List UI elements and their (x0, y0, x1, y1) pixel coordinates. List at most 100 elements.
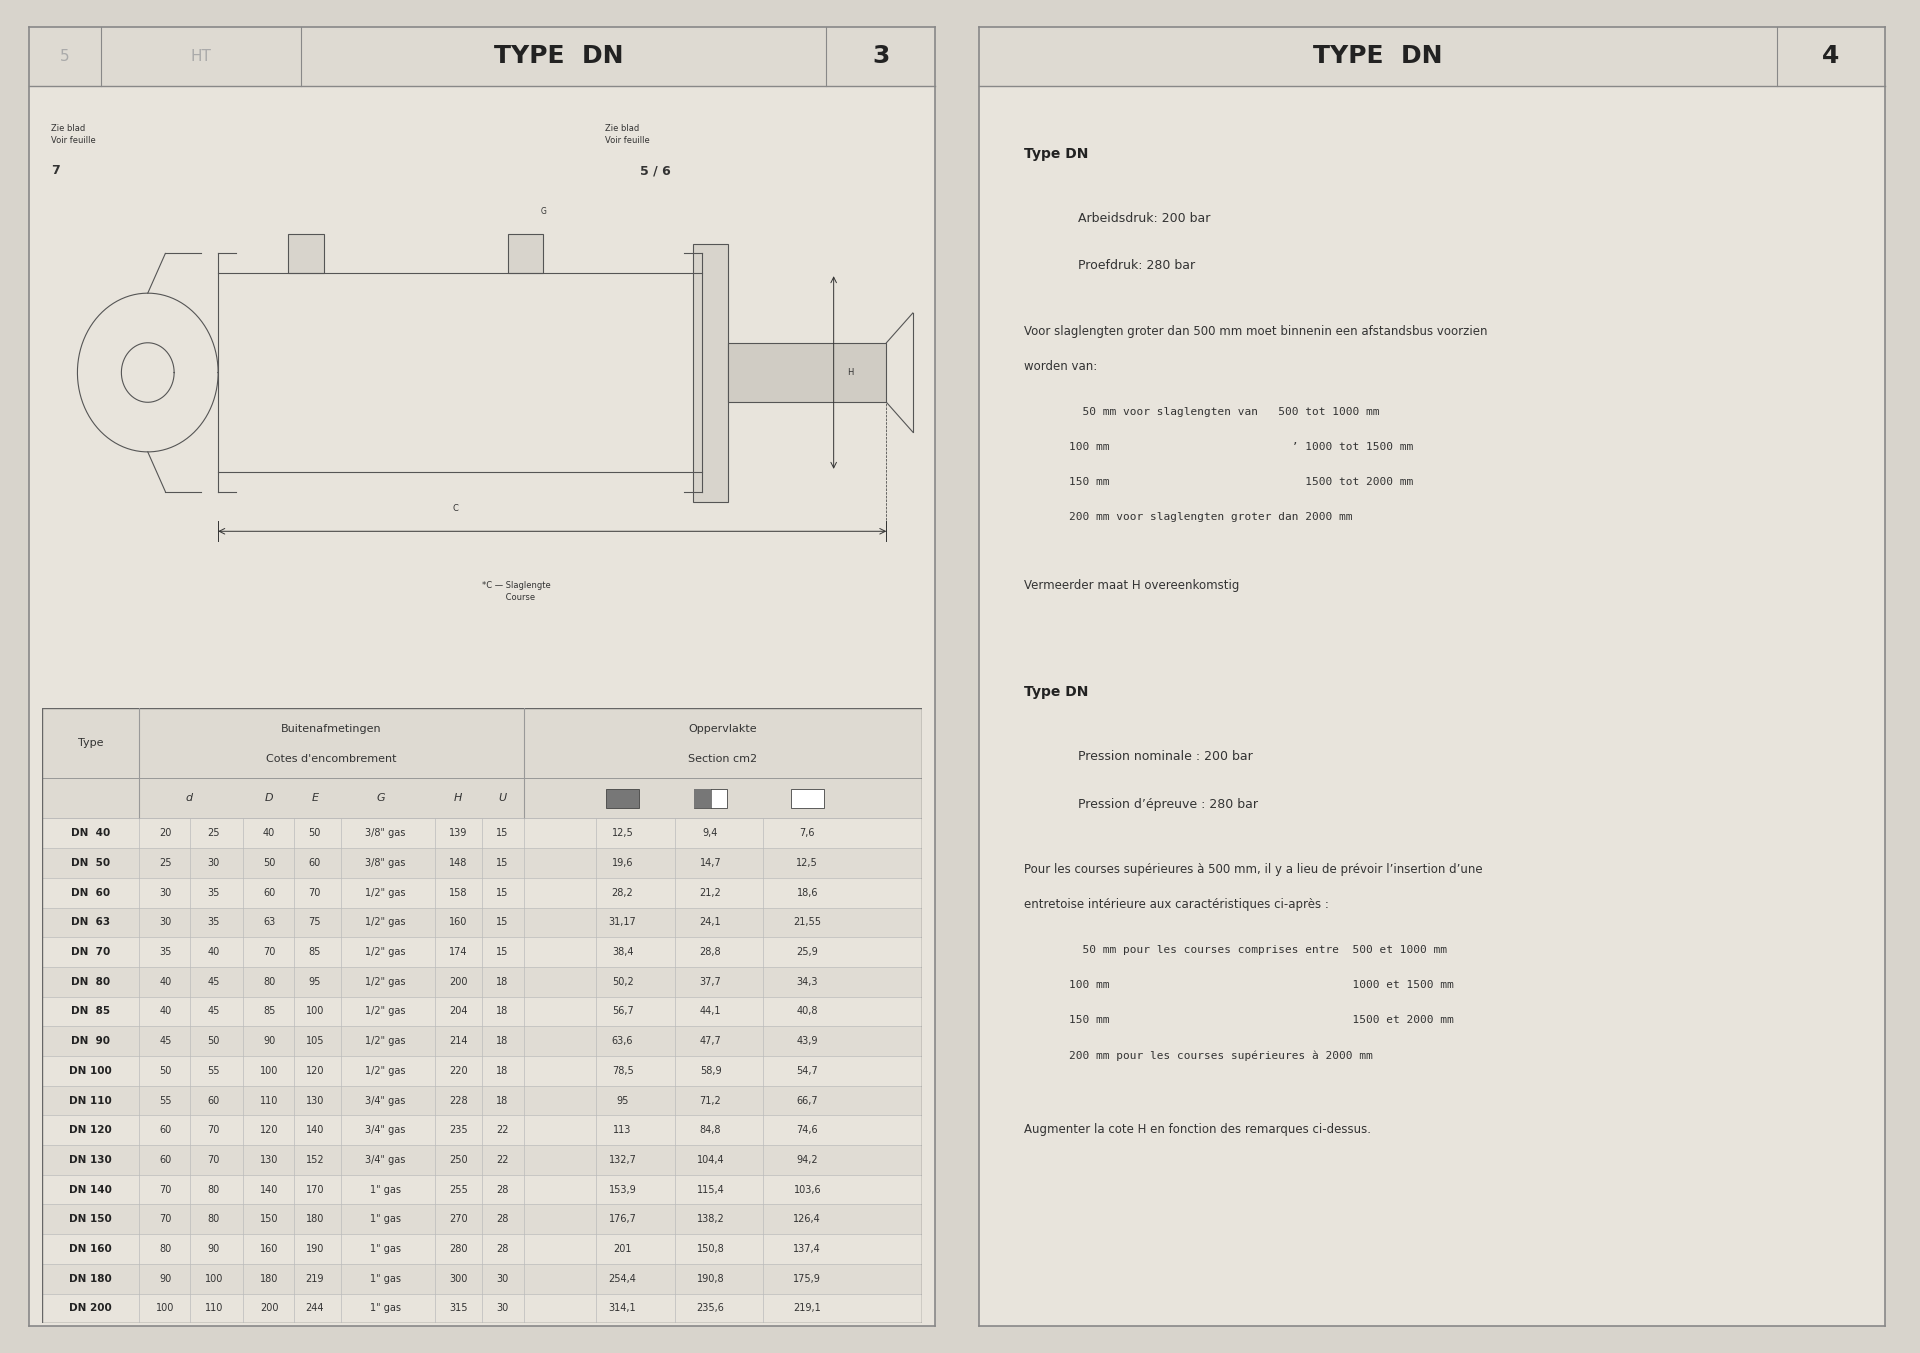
Text: 18: 18 (495, 1066, 509, 1076)
Text: DN  70: DN 70 (71, 947, 109, 957)
Text: 55: 55 (207, 1066, 221, 1076)
Text: 40: 40 (207, 947, 221, 957)
Bar (42, 1027, 922, 1055)
Text: Pour les courses supérieures à 500 mm, il y a lieu de prévoir l’insertion d’une: Pour les courses supérieures à 500 mm, i… (1023, 863, 1482, 875)
Text: 7: 7 (52, 164, 60, 177)
Text: 204: 204 (449, 1007, 467, 1016)
Text: 1/2" gas: 1/2" gas (365, 888, 405, 897)
Text: 18: 18 (495, 977, 509, 986)
Text: 1" gas: 1" gas (371, 1243, 401, 1254)
Text: 22: 22 (495, 1126, 509, 1135)
Text: 50 mm voor slaglengten van   500 tot 1000 mm: 50 mm voor slaglengten van 500 tot 1000 … (1069, 407, 1379, 417)
Text: DN 160: DN 160 (69, 1243, 111, 1254)
Text: 120: 120 (305, 1066, 324, 1076)
Text: 3/8" gas: 3/8" gas (365, 858, 405, 869)
Text: 255: 255 (449, 1185, 468, 1195)
Text: 18: 18 (495, 1007, 509, 1016)
Text: 150 mm                                    1500 et 2000 mm: 150 mm 1500 et 2000 mm (1069, 1015, 1453, 1026)
Text: 21,2: 21,2 (699, 888, 722, 897)
Bar (288, 234, 324, 273)
Text: Type DN: Type DN (1023, 146, 1089, 161)
Text: 90: 90 (263, 1036, 275, 1046)
Text: 94,2: 94,2 (797, 1155, 818, 1165)
Text: 190,8: 190,8 (697, 1273, 724, 1284)
Text: 200 mm pour les courses supérieures à 2000 mm: 200 mm pour les courses supérieures à 20… (1069, 1050, 1373, 1061)
Text: Zie blad
Voir feuille: Zie blad Voir feuille (605, 124, 649, 145)
Text: Arbeidsdruk: 200 bar: Arbeidsdruk: 200 bar (1077, 212, 1210, 225)
Text: 30: 30 (207, 858, 221, 869)
Text: 28: 28 (495, 1185, 509, 1195)
Text: 28,2: 28,2 (612, 888, 634, 897)
Text: 30: 30 (159, 888, 171, 897)
Text: Oppervlakte: Oppervlakte (689, 724, 756, 733)
Bar (42, 878, 922, 908)
Text: 180: 180 (259, 1273, 278, 1284)
Text: 220: 220 (449, 1066, 467, 1076)
Text: 47,7: 47,7 (699, 1036, 722, 1046)
Text: 130: 130 (305, 1096, 324, 1105)
Text: 45: 45 (207, 977, 221, 986)
Text: 70: 70 (207, 1126, 221, 1135)
Text: 100: 100 (305, 1007, 324, 1016)
Text: DN 100: DN 100 (69, 1066, 111, 1076)
Text: H: H (847, 368, 852, 377)
Text: DN  60: DN 60 (71, 888, 109, 897)
Text: 40,8: 40,8 (797, 1007, 818, 1016)
Text: 25,9: 25,9 (797, 947, 818, 957)
Text: DN  90: DN 90 (71, 1036, 109, 1046)
Text: 50: 50 (159, 1066, 171, 1076)
Text: D: D (265, 793, 273, 804)
Text: DN  50: DN 50 (71, 858, 109, 869)
Bar (728, 342, 887, 402)
Text: DN  80: DN 80 (71, 977, 109, 986)
Text: 18: 18 (495, 1036, 509, 1046)
Text: Pression d’épreuve : 280 bar: Pression d’épreuve : 280 bar (1077, 798, 1258, 810)
Text: worden van:: worden van: (1023, 360, 1098, 372)
Text: 38,4: 38,4 (612, 947, 634, 957)
Bar (607, 789, 639, 808)
Text: 1/2" gas: 1/2" gas (365, 1007, 405, 1016)
Text: 110: 110 (259, 1096, 278, 1105)
Text: 300: 300 (449, 1273, 467, 1284)
Text: 15: 15 (495, 858, 509, 869)
Text: 105: 105 (305, 1036, 324, 1046)
Text: d: d (186, 793, 194, 804)
Text: 35: 35 (207, 917, 221, 927)
Text: 18: 18 (495, 1096, 509, 1105)
Text: 90: 90 (207, 1243, 221, 1254)
Text: 138,2: 138,2 (697, 1214, 724, 1224)
Bar (42, 1264, 922, 1293)
Text: 1/2" gas: 1/2" gas (365, 917, 405, 927)
Text: 60: 60 (263, 888, 275, 897)
Text: 1/2" gas: 1/2" gas (365, 947, 405, 957)
Text: 200: 200 (449, 977, 467, 986)
Text: Zie blad
Voir feuille: Zie blad Voir feuille (52, 124, 96, 145)
Text: 180: 180 (305, 1214, 324, 1224)
Text: 100: 100 (205, 1273, 223, 1284)
Text: 80: 80 (207, 1214, 221, 1224)
Text: 190: 190 (305, 1243, 324, 1254)
Text: 63,6: 63,6 (612, 1036, 634, 1046)
Text: 158: 158 (449, 888, 467, 897)
Text: 137,4: 137,4 (793, 1243, 822, 1254)
Text: 235: 235 (449, 1126, 467, 1135)
Text: 1" gas: 1" gas (371, 1185, 401, 1195)
Text: 15: 15 (495, 947, 509, 957)
Text: Vermeerder maat H overeenkomstig: Vermeerder maat H overeenkomstig (1023, 579, 1240, 591)
Text: 113: 113 (612, 1126, 632, 1135)
Text: G: G (376, 793, 386, 804)
Text: 45: 45 (159, 1036, 171, 1046)
Text: 3: 3 (872, 45, 889, 68)
Text: 18,6: 18,6 (797, 888, 818, 897)
Text: 28,8: 28,8 (699, 947, 722, 957)
Text: 140: 140 (305, 1126, 324, 1135)
Bar (791, 789, 824, 808)
Text: 200: 200 (259, 1303, 278, 1314)
Text: 60: 60 (159, 1155, 171, 1165)
Bar (29, 27, 935, 85)
Text: Augmenter la cote H en fonction des remarques ci-dessus.: Augmenter la cote H en fonction des rema… (1023, 1123, 1371, 1137)
Text: C: C (453, 505, 459, 513)
Text: 70: 70 (159, 1185, 171, 1195)
Text: 37,7: 37,7 (699, 977, 722, 986)
Text: 1" gas: 1" gas (371, 1273, 401, 1284)
